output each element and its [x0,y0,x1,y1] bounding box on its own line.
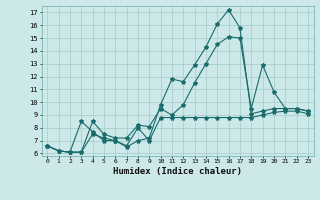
X-axis label: Humidex (Indice chaleur): Humidex (Indice chaleur) [113,167,242,176]
